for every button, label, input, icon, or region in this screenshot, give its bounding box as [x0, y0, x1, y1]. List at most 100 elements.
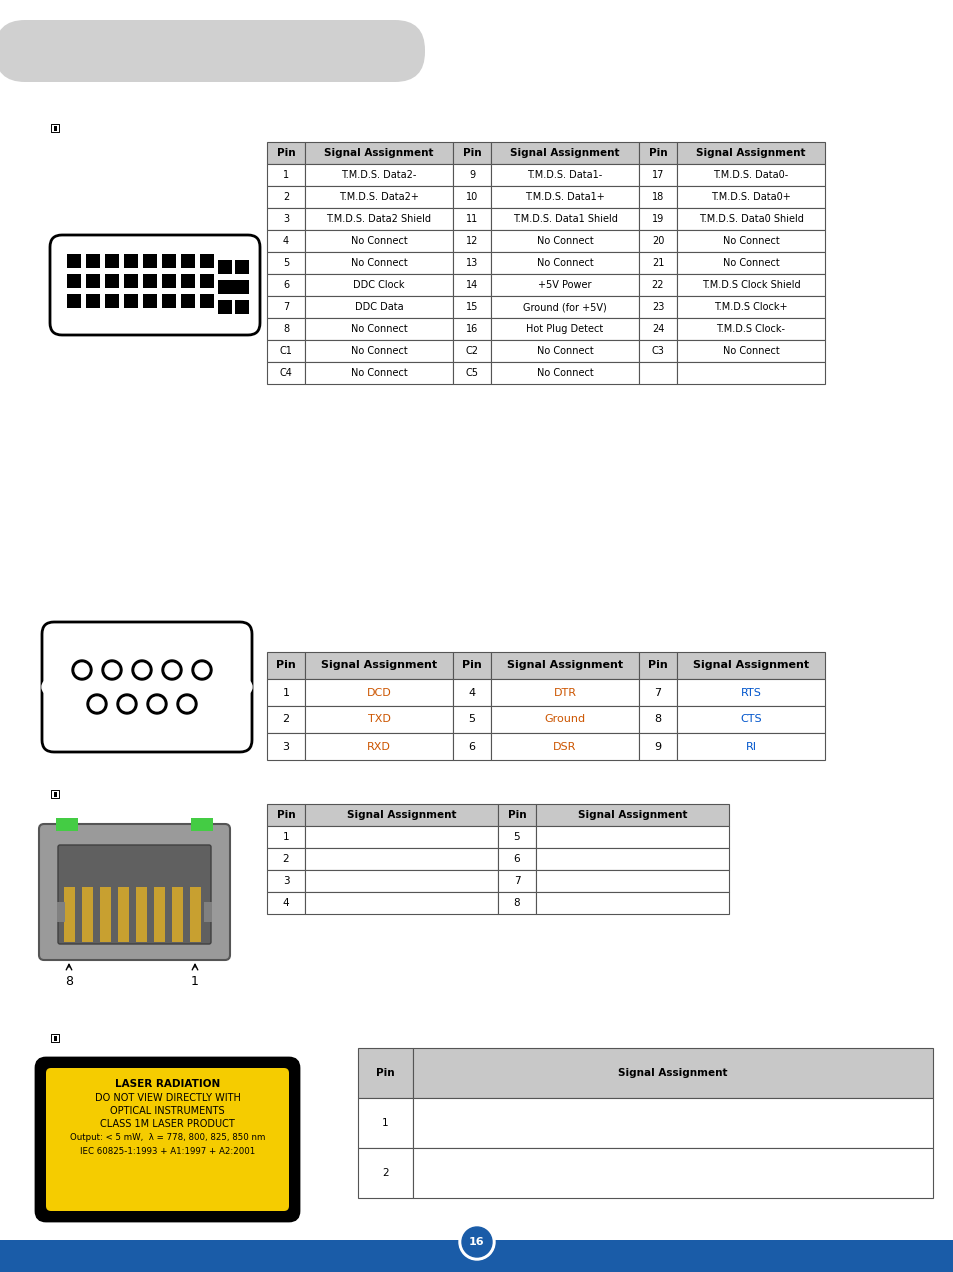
- Text: 2: 2: [283, 192, 289, 202]
- Bar: [267, 252, 305, 273]
- Text: T.M.D.S. Data0 Shield: T.M.D.S. Data0 Shield: [698, 214, 802, 224]
- Bar: [86, 254, 100, 268]
- Bar: [677, 679, 824, 706]
- Circle shape: [177, 695, 196, 714]
- Text: No Connect: No Connect: [351, 346, 407, 356]
- Circle shape: [117, 695, 137, 714]
- Circle shape: [237, 681, 250, 693]
- Text: 5: 5: [468, 715, 475, 725]
- Bar: [491, 209, 639, 230]
- Text: DSR: DSR: [553, 742, 576, 752]
- Bar: [491, 230, 639, 252]
- Circle shape: [235, 679, 252, 695]
- Circle shape: [75, 663, 89, 677]
- Bar: [267, 892, 305, 915]
- Text: No Connect: No Connect: [536, 258, 593, 268]
- Bar: [491, 186, 639, 209]
- Bar: [639, 318, 677, 340]
- Circle shape: [458, 1224, 495, 1261]
- Bar: [305, 848, 497, 870]
- Bar: [218, 280, 249, 294]
- Bar: [491, 318, 639, 340]
- Bar: [677, 296, 824, 318]
- Text: RTS: RTS: [740, 687, 760, 697]
- Text: Pin: Pin: [461, 660, 481, 670]
- Bar: [677, 733, 824, 759]
- Bar: [267, 318, 305, 340]
- Text: T.M.D.S. Data2-: T.M.D.S. Data2-: [341, 170, 416, 181]
- Text: 4: 4: [283, 237, 289, 245]
- Circle shape: [147, 695, 167, 714]
- Text: 19: 19: [651, 214, 663, 224]
- Text: 1: 1: [382, 1118, 389, 1128]
- Bar: [677, 363, 824, 384]
- Bar: [105, 273, 119, 287]
- Bar: [536, 870, 728, 892]
- Bar: [56, 818, 78, 831]
- Text: No Connect: No Connect: [351, 237, 407, 245]
- Text: 4: 4: [468, 687, 475, 697]
- Text: T.M.D.S. Data1+: T.M.D.S. Data1+: [524, 192, 604, 202]
- Bar: [143, 254, 157, 268]
- Bar: [677, 706, 824, 733]
- Text: No Connect: No Connect: [351, 368, 407, 378]
- Bar: [491, 363, 639, 384]
- Bar: [491, 679, 639, 706]
- Text: 2: 2: [382, 1168, 389, 1178]
- Text: Output: < 5 mW,  λ = 778, 800, 825, 850 nm: Output: < 5 mW, λ = 778, 800, 825, 850 n…: [70, 1133, 265, 1142]
- Circle shape: [180, 697, 193, 711]
- Bar: [124, 254, 138, 268]
- Bar: [491, 142, 639, 164]
- Bar: [162, 294, 175, 308]
- Bar: [267, 230, 305, 252]
- Bar: [639, 706, 677, 733]
- Bar: [677, 340, 824, 363]
- Bar: [305, 340, 453, 363]
- Bar: [639, 733, 677, 759]
- Text: RXD: RXD: [367, 742, 391, 752]
- Text: 3: 3: [282, 742, 289, 752]
- FancyBboxPatch shape: [58, 845, 211, 944]
- Circle shape: [90, 697, 104, 711]
- Text: 1: 1: [282, 687, 289, 697]
- Bar: [118, 887, 129, 943]
- Bar: [677, 164, 824, 186]
- Bar: [67, 294, 81, 308]
- Text: Hot Plug Detect: Hot Plug Detect: [526, 324, 603, 335]
- Bar: [491, 252, 639, 273]
- Bar: [234, 300, 249, 314]
- Text: +5V Power: +5V Power: [537, 280, 591, 290]
- Text: 1: 1: [282, 832, 289, 842]
- Text: T.M.D.S. Data1-: T.M.D.S. Data1-: [527, 170, 602, 181]
- Bar: [105, 294, 119, 308]
- Text: T.M.D.S. Data2 Shield: T.M.D.S. Data2 Shield: [326, 214, 431, 224]
- Bar: [453, 252, 491, 273]
- Bar: [267, 653, 305, 679]
- Bar: [357, 1149, 413, 1198]
- Bar: [218, 259, 232, 273]
- Bar: [136, 887, 147, 943]
- Bar: [639, 296, 677, 318]
- Text: 1: 1: [191, 976, 199, 988]
- Text: No Connect: No Connect: [721, 258, 779, 268]
- Bar: [305, 653, 453, 679]
- Bar: [200, 273, 213, 287]
- Text: 11: 11: [465, 214, 477, 224]
- Circle shape: [132, 660, 152, 681]
- Bar: [536, 826, 728, 848]
- Text: C2: C2: [465, 346, 478, 356]
- Bar: [267, 296, 305, 318]
- Bar: [305, 870, 497, 892]
- Text: 8: 8: [654, 715, 660, 725]
- Text: 9: 9: [469, 170, 475, 181]
- Bar: [677, 230, 824, 252]
- Bar: [52, 791, 59, 798]
- Text: Pin: Pin: [276, 148, 295, 158]
- Text: 7: 7: [283, 301, 289, 312]
- Text: Ground (for +5V): Ground (for +5V): [522, 301, 606, 312]
- Text: T.M.D.S Clock-: T.M.D.S Clock-: [716, 324, 784, 335]
- Bar: [267, 209, 305, 230]
- Text: No Connect: No Connect: [351, 258, 407, 268]
- Bar: [181, 294, 194, 308]
- Bar: [453, 273, 491, 296]
